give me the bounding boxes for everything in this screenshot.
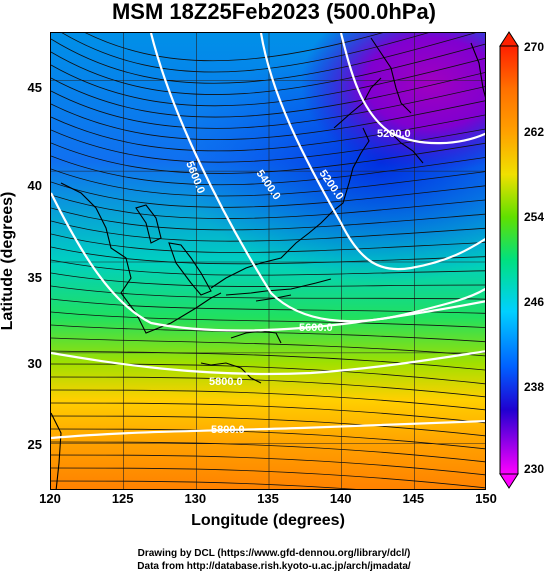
cold-low-region [301, 33, 485, 173]
streamline [51, 168, 485, 197]
x-tick-label: 140 [329, 491, 352, 506]
streamline [51, 467, 485, 489]
contour-label: 5200.0 [377, 128, 411, 140]
streamline [51, 402, 485, 424]
streamline [51, 33, 476, 84]
x-tick-label: 120 [39, 491, 61, 506]
credit-line-data: Data from http://database.rish.kyoto-u.a… [137, 561, 411, 572]
streamline [51, 57, 485, 107]
streamline [51, 194, 485, 219]
contour-label: 5800.0 [211, 424, 245, 436]
streamline [51, 86, 485, 129]
y-axis-label: Latitude (degrees) [0, 191, 16, 331]
map-title: MSM 18Z25Feb2023 (500.0hPa) [111, 0, 437, 24]
streamline [51, 155, 485, 186]
x-tick-label: 125 [111, 491, 134, 506]
streamline [51, 181, 485, 208]
streamline [51, 376, 485, 398]
colorbar-tick-label: 238 [524, 380, 545, 394]
streamline [61, 33, 429, 73]
streamline [51, 142, 485, 174]
y-tick-label: 45 [27, 80, 42, 95]
y-tick-label: 30 [27, 356, 42, 371]
streamline [51, 389, 485, 411]
streamline [51, 285, 485, 300]
streamline [51, 233, 485, 253]
streamline [51, 311, 485, 328]
colorbar-tick-label: 270 [524, 40, 545, 54]
y-tick-label: 25 [27, 437, 42, 452]
colorbar-tick-label: 246 [524, 295, 545, 309]
contour-label: 5600.0 [299, 322, 333, 334]
temperature-map: 5200.0 5400.0 5600.0 5200.0 5600.0 5800.… [51, 33, 485, 489]
streamline [51, 207, 485, 231]
streamline [51, 337, 485, 357]
colorbar-gradient [499, 45, 519, 475]
colorbar-tick-label: 230 [524, 462, 545, 476]
streamline [51, 114, 485, 152]
x-tick-label: 135 [257, 491, 279, 506]
height-contours [51, 33, 485, 440]
streamline [51, 350, 485, 371]
streamline [51, 363, 485, 385]
y-tick-label: 35 [27, 270, 42, 285]
streamline [51, 324, 485, 343]
colorbar-tick-label: 262 [524, 125, 545, 139]
colorbar-bottom-arrow [499, 473, 519, 489]
x-tick-label: 145 [402, 491, 425, 506]
credit-line-dcl: Drawing by DCL (https://www.gfd-dennou.o… [137, 548, 411, 559]
colorbar-tick-label: 254 [524, 210, 545, 224]
streamline [51, 72, 485, 118]
contour-label: 5800.0 [209, 376, 243, 388]
colorbar [499, 31, 519, 489]
colorbar-top-arrow [499, 31, 519, 47]
streamline [51, 246, 485, 265]
x-tick-label: 150 [475, 491, 497, 506]
y-tick-label: 40 [27, 178, 42, 193]
x-tick-label: 130 [184, 491, 207, 506]
streamline [85, 33, 383, 62]
streamline [51, 454, 485, 476]
streamline [51, 43, 485, 95]
streamline [51, 480, 357, 489]
streamline [51, 428, 485, 450]
x-axis-label: Longitude (degrees) [191, 512, 345, 529]
streamline [51, 415, 485, 437]
streamline [51, 220, 485, 242]
streamline [51, 259, 485, 276]
streamline [51, 272, 485, 287]
coastlines [51, 37, 485, 489]
streamline [51, 100, 485, 140]
map-plot-area: 5200.0 5400.0 5600.0 5200.0 5600.0 5800.… [50, 32, 486, 490]
streamline [51, 441, 485, 463]
